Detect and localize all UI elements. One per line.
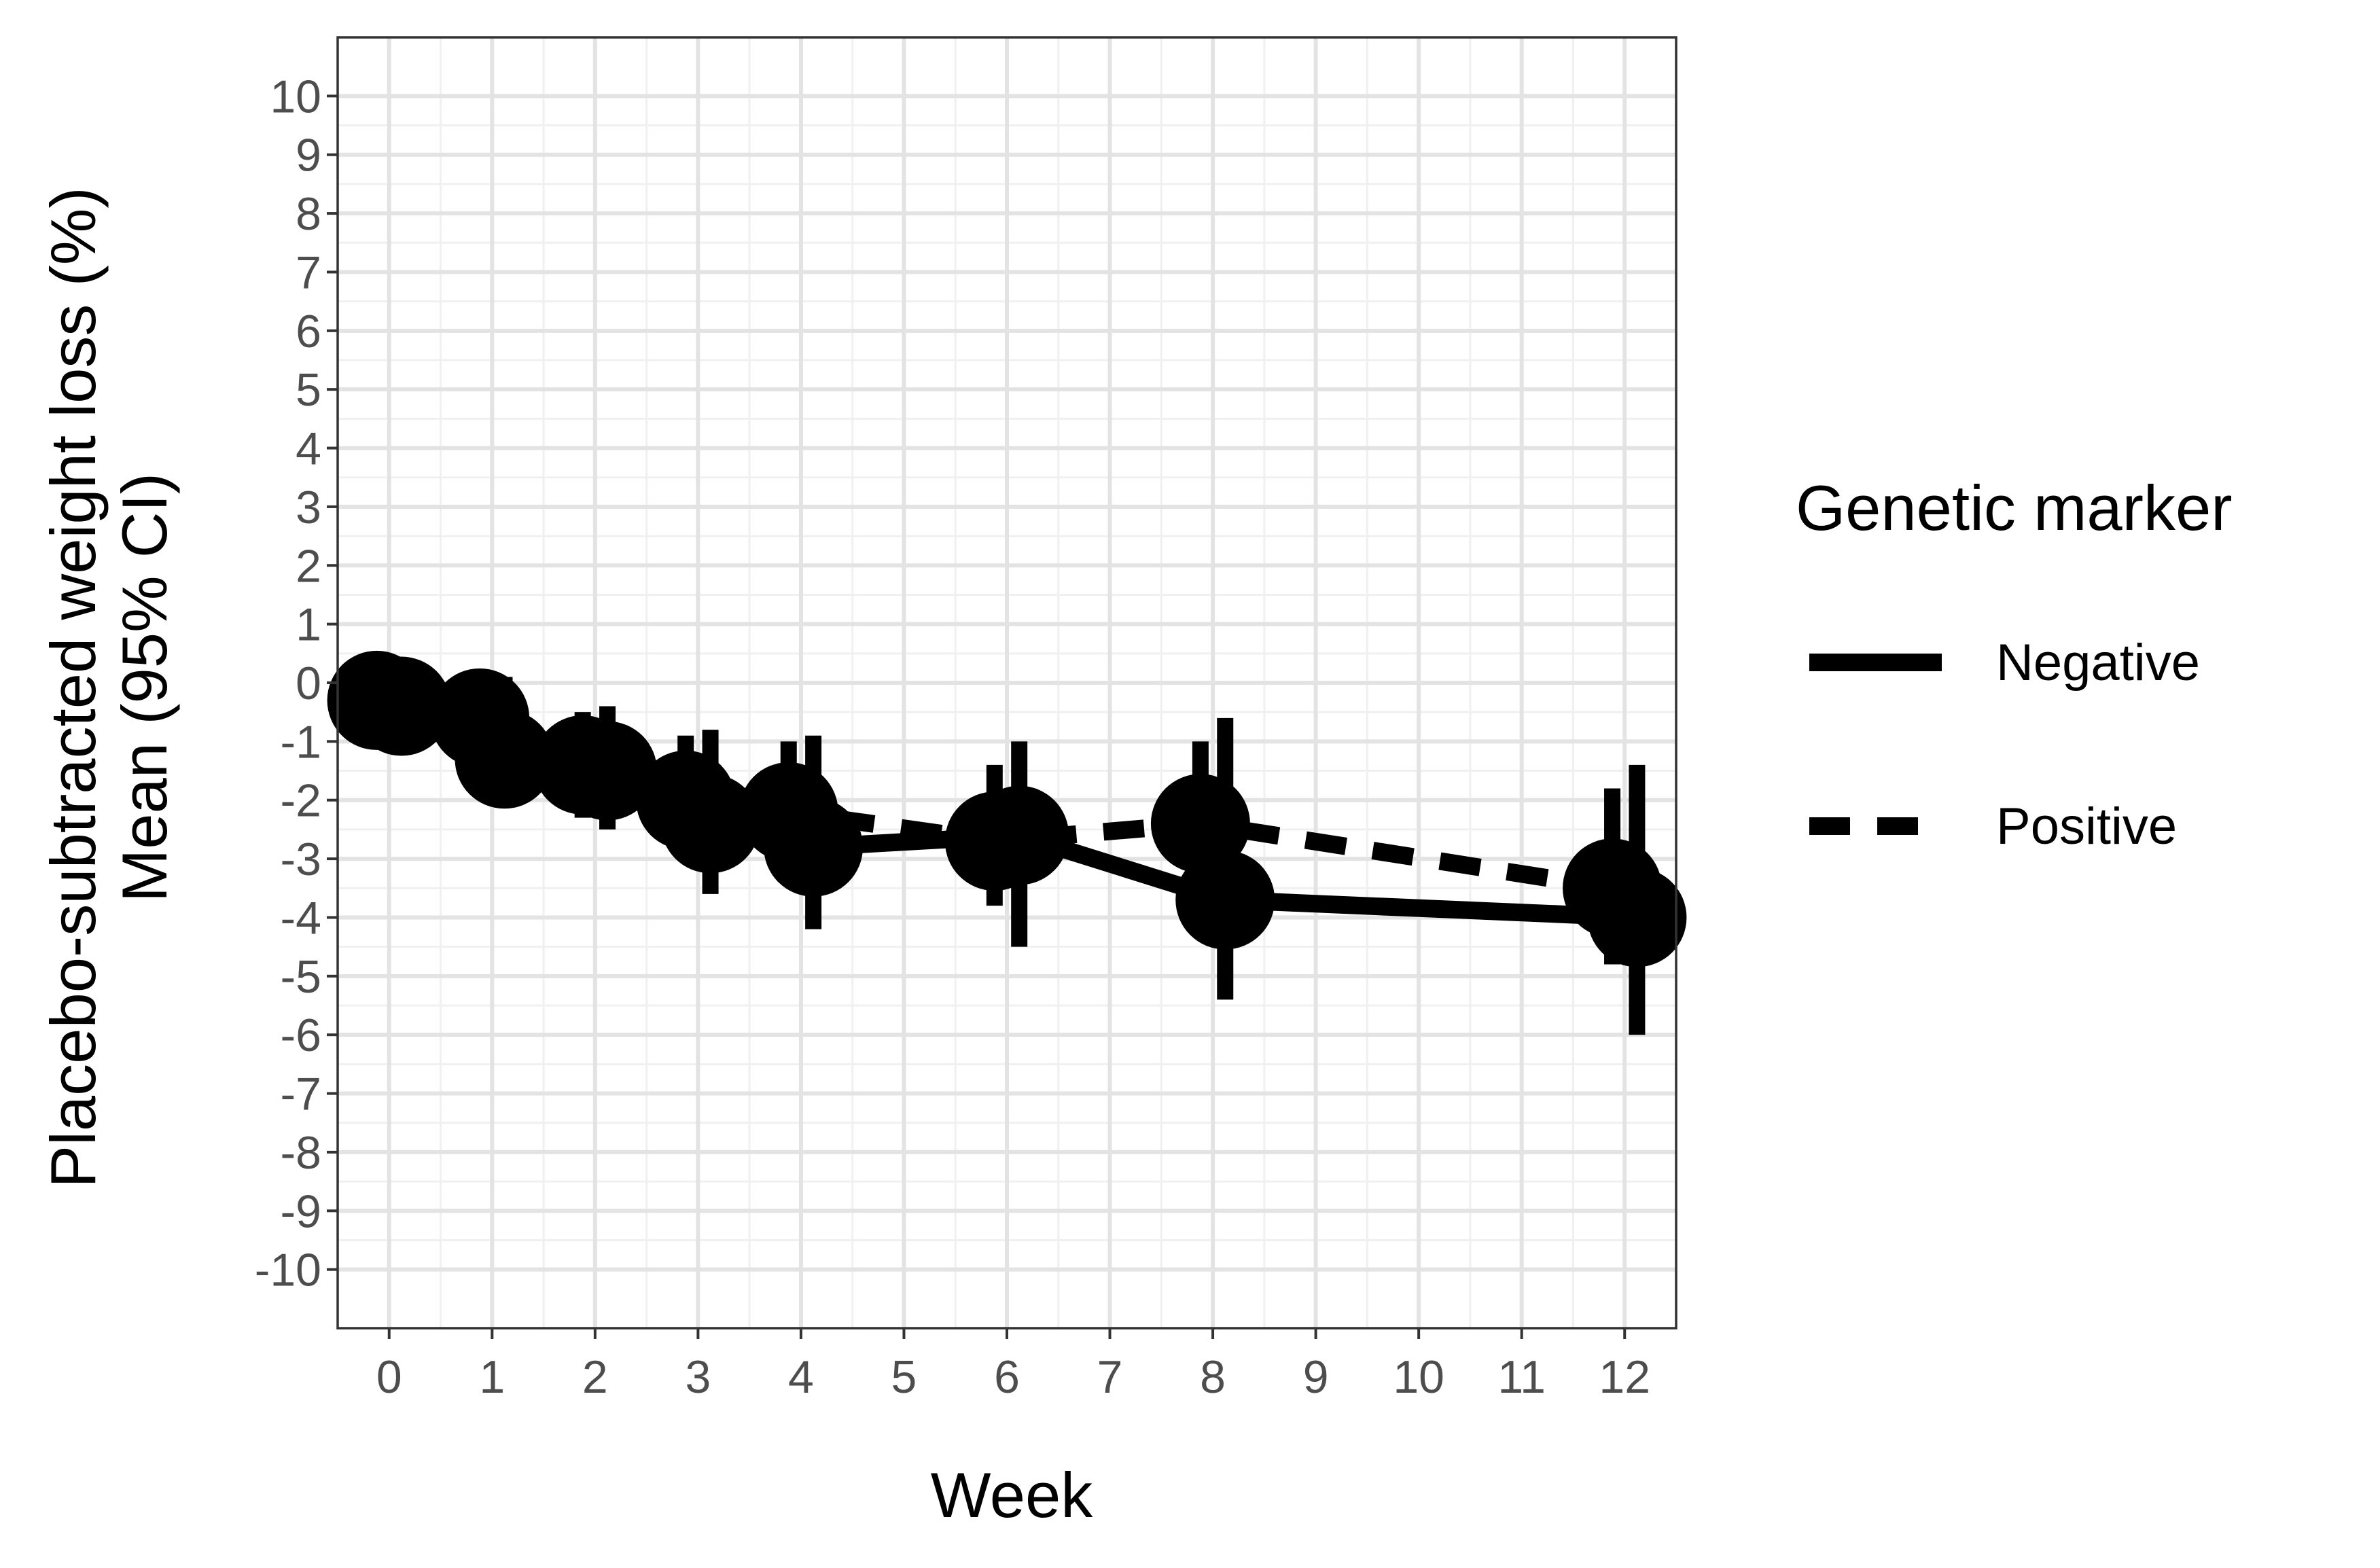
x-tick-label: 1 (479, 1351, 505, 1403)
x-tick-label: 8 (1200, 1351, 1226, 1403)
data-point-positive (739, 762, 838, 861)
x-tick-label: 7 (1097, 1351, 1123, 1403)
data-point-positive (1150, 774, 1250, 874)
x-tick-label: 9 (1303, 1351, 1329, 1403)
data-point-positive (430, 668, 530, 768)
data-point-positive (533, 715, 633, 815)
y-tick-label: 0 (296, 658, 321, 709)
y-tick-label: -1 (281, 716, 321, 768)
axis-layer: 0 1 2 3 4 5 6 7 8 9 10 11 12109876543210-1-2-3-4-5-6… (255, 71, 1650, 1403)
legend-title: Genetic marker (1796, 472, 2233, 544)
y-tick-label: 1 (296, 599, 321, 651)
y-tick-label: -10 (255, 1245, 321, 1296)
x-tick-label: 5 (891, 1351, 917, 1403)
data-point-positive (636, 750, 736, 850)
y-tick-label: 2 (296, 540, 321, 592)
series-layer (327, 650, 1687, 1035)
y-tick-label: 4 (296, 423, 321, 475)
legend-label-negative: Negative (1996, 634, 2200, 692)
y-tick-label: -8 (281, 1127, 321, 1179)
y-tick-label: -3 (281, 834, 321, 885)
x-tick-label: 6 (994, 1351, 1020, 1403)
y-tick-label: 10 (270, 71, 321, 122)
y-tick-label: 7 (296, 247, 321, 298)
x-axis-title: Week (931, 1459, 1094, 1531)
y-tick-label: 6 (296, 306, 321, 357)
y-tick-label: 3 (296, 482, 321, 533)
y-tick-label: -6 (281, 1010, 321, 1061)
x-tick-label: 12 (1599, 1351, 1650, 1403)
y-tick-label: 5 (296, 364, 321, 416)
legend: Genetic marker Negative Positive (1796, 472, 2233, 855)
x-tick-label: 0 (376, 1351, 402, 1403)
data-point-positive (944, 791, 1044, 891)
grid-layer (338, 37, 1676, 1328)
y-tick-label: -5 (281, 951, 321, 1003)
data-point-positive (1563, 838, 1663, 938)
x-tick-label: 10 (1393, 1351, 1444, 1403)
data-point-positive (327, 650, 427, 750)
y-tick-label: -2 (281, 775, 321, 827)
x-tick-label: 11 (1497, 1351, 1546, 1403)
y-tick-label: -9 (281, 1186, 321, 1237)
x-tick-label: 2 (582, 1351, 608, 1403)
y-tick-label: 8 (296, 188, 321, 240)
y-tick-label: -4 (281, 892, 321, 944)
y-tick-label: 9 (296, 130, 321, 181)
y-axis-title-line-2: Mean (95% CI) (109, 473, 180, 902)
x-tick-label: 3 (685, 1351, 711, 1403)
x-tick-label: 4 (788, 1351, 814, 1403)
y-tick-label: -7 (281, 1069, 321, 1120)
legend-label-positive: Positive (1996, 798, 2177, 855)
series-line-positive (375, 692, 1614, 897)
y-axis-title-line-1: Placebo-subtracted weight loss (%) (37, 187, 109, 1188)
